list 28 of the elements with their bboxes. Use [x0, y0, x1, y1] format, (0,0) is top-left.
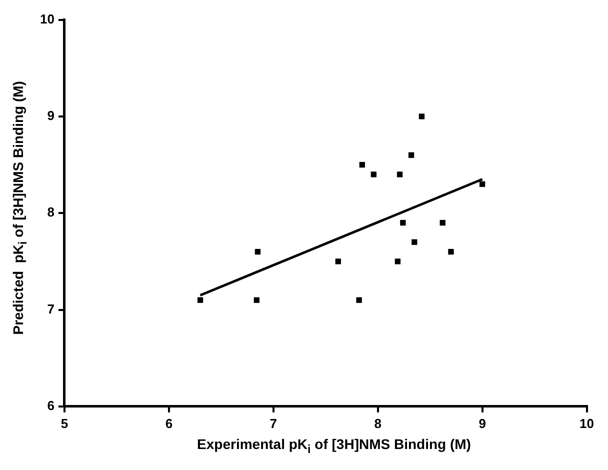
point — [370, 172, 376, 178]
point — [448, 248, 454, 255]
x-tick-label: 6 — [165, 416, 173, 431]
x-tick-label: 9 — [478, 416, 486, 431]
point — [394, 258, 401, 264]
point — [197, 297, 204, 303]
point — [479, 181, 486, 187]
x-tick-label: 8 — [374, 416, 382, 431]
point — [254, 297, 260, 303]
x-axis-title: Experimental pK$_{i}$ of [3H]NMS Binding (M) — [196, 436, 472, 456]
y-tick-label: 9 — [47, 108, 54, 124]
point — [335, 258, 341, 264]
y-tick-label: 8 — [47, 204, 54, 220]
point — [359, 162, 366, 168]
y-tick-label: 7 — [47, 301, 54, 316]
x-tick-label: 7 — [270, 416, 277, 431]
y-tick-label: 10 — [40, 11, 54, 26]
point — [356, 297, 362, 303]
point — [408, 152, 414, 158]
x-tick-label: 10 — [580, 416, 594, 431]
point — [254, 248, 261, 255]
point — [396, 172, 403, 178]
y-tick-label: 6 — [47, 398, 54, 413]
x-tick-label: 5 — [60, 416, 68, 431]
point — [412, 239, 418, 245]
point — [418, 114, 425, 120]
point — [400, 220, 406, 226]
point — [440, 220, 446, 226]
